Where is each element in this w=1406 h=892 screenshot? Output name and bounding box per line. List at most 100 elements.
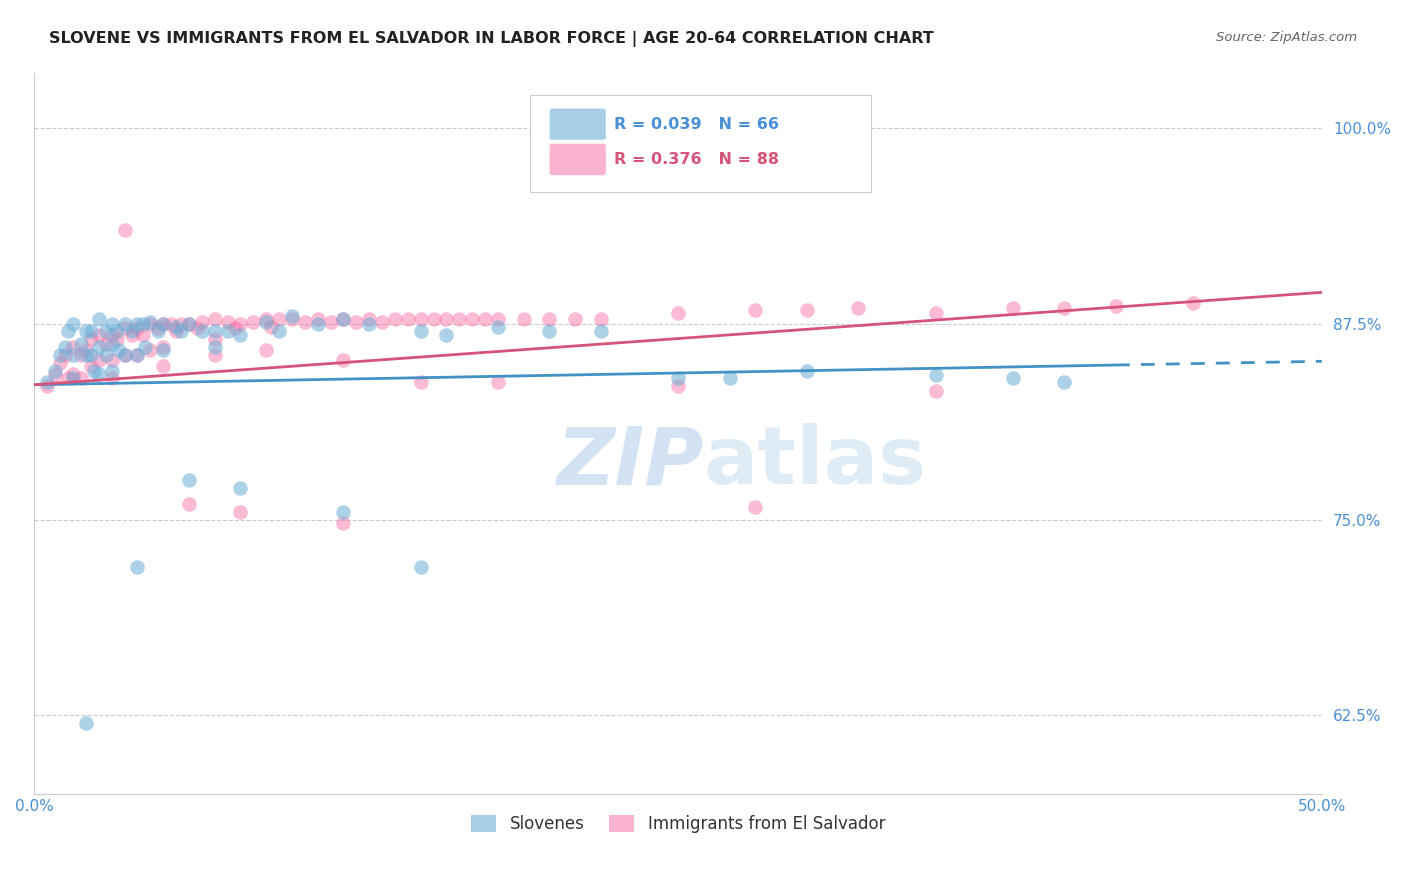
Point <box>434 312 457 326</box>
Point <box>1001 371 1024 385</box>
Point <box>190 325 212 339</box>
Point <box>332 312 354 326</box>
Text: ZIP: ZIP <box>557 423 704 501</box>
Point <box>254 312 277 326</box>
Point <box>49 356 72 370</box>
Point <box>80 332 103 346</box>
Point <box>204 312 226 326</box>
Point <box>254 315 277 329</box>
Point <box>105 332 128 346</box>
Point <box>146 321 169 335</box>
Text: atlas: atlas <box>704 423 927 501</box>
Text: R = 0.376   N = 88: R = 0.376 N = 88 <box>614 152 779 167</box>
Point <box>260 319 283 334</box>
Point <box>44 364 66 378</box>
Point <box>127 317 149 331</box>
Point <box>96 337 118 351</box>
Point <box>204 325 226 339</box>
Point <box>512 312 534 326</box>
Point <box>589 312 612 326</box>
Point <box>75 348 97 362</box>
FancyBboxPatch shape <box>550 144 606 176</box>
Point <box>53 348 76 362</box>
Point <box>204 332 226 346</box>
Point <box>108 343 131 358</box>
Point <box>409 559 432 574</box>
Point <box>100 317 122 331</box>
Text: R = 0.039   N = 66: R = 0.039 N = 66 <box>614 117 779 132</box>
Point <box>204 348 226 362</box>
Point <box>924 368 946 383</box>
Point <box>409 325 432 339</box>
Point <box>114 317 136 331</box>
Point <box>152 317 174 331</box>
Point <box>131 317 153 331</box>
Point <box>75 325 97 339</box>
Point <box>56 371 79 385</box>
Point <box>344 315 367 329</box>
Point <box>281 312 304 326</box>
Point <box>80 359 103 373</box>
Point <box>37 375 59 389</box>
Point <box>1053 301 1076 315</box>
Point <box>114 222 136 236</box>
Text: SLOVENE VS IMMIGRANTS FROM EL SALVADOR IN LABOR FORCE | AGE 20-64 CORRELATION CH: SLOVENE VS IMMIGRANTS FROM EL SALVADOR I… <box>49 31 934 47</box>
Point <box>190 315 212 329</box>
FancyBboxPatch shape <box>550 108 606 140</box>
Point <box>100 327 122 342</box>
Point <box>1053 375 1076 389</box>
Point <box>37 379 59 393</box>
Point <box>87 340 110 354</box>
Point <box>409 375 432 389</box>
Point <box>87 352 110 367</box>
Point <box>229 327 252 342</box>
Point <box>924 306 946 320</box>
Point <box>217 325 239 339</box>
Point <box>307 317 329 331</box>
Point <box>1105 300 1128 314</box>
Point <box>422 312 444 326</box>
Point <box>152 359 174 373</box>
Point <box>114 348 136 362</box>
Point <box>217 315 239 329</box>
Point <box>1182 296 1205 310</box>
Point <box>69 337 91 351</box>
Point <box>80 325 103 339</box>
Point <box>666 379 689 393</box>
Point <box>62 317 84 331</box>
Point <box>204 340 226 354</box>
Point <box>170 317 193 331</box>
Point <box>69 371 91 385</box>
Point <box>449 312 471 326</box>
Point <box>294 315 316 329</box>
Point <box>332 516 354 530</box>
Point <box>114 321 136 335</box>
Point <box>134 340 156 354</box>
Point <box>152 340 174 354</box>
Point <box>332 505 354 519</box>
Point <box>139 317 162 331</box>
Point <box>409 312 432 326</box>
Point <box>105 325 128 339</box>
Point <box>177 317 200 331</box>
Point <box>538 312 561 326</box>
Point <box>281 309 304 323</box>
Point <box>49 348 72 362</box>
Point <box>434 327 457 342</box>
Point <box>75 716 97 731</box>
Point <box>177 317 200 331</box>
Point <box>87 367 110 381</box>
Point <box>75 343 97 358</box>
Point <box>254 343 277 358</box>
Point <box>924 384 946 398</box>
Point <box>139 315 162 329</box>
Point <box>87 327 110 342</box>
FancyBboxPatch shape <box>530 95 872 192</box>
Point <box>121 327 143 342</box>
Point <box>53 340 76 354</box>
Point <box>666 371 689 385</box>
Point <box>56 325 79 339</box>
Point <box>62 340 84 354</box>
Point <box>332 312 354 326</box>
Point <box>100 352 122 367</box>
